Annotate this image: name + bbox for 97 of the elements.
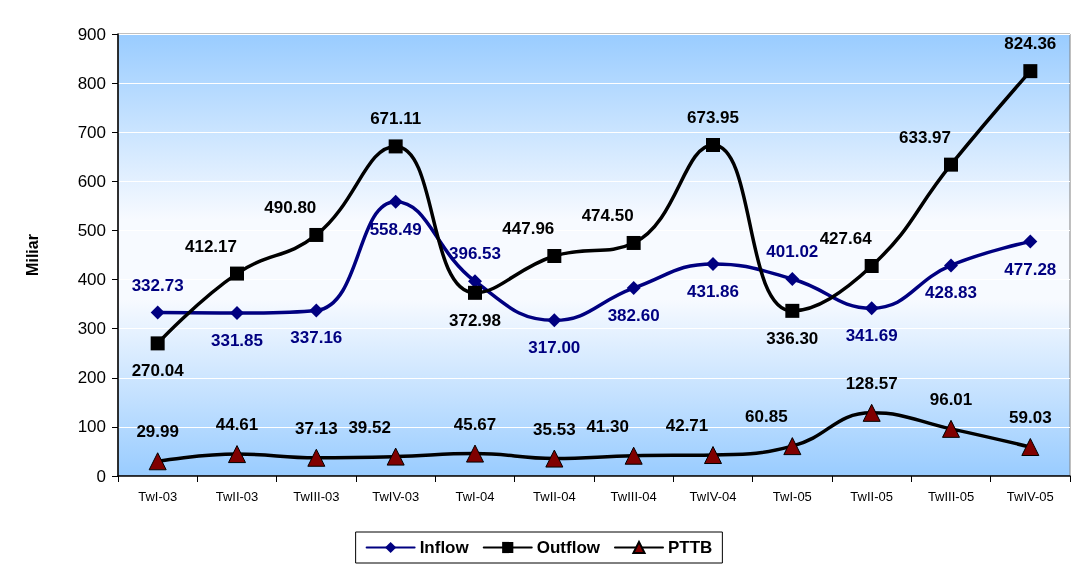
point [309,303,324,318]
x-tick-label: TwI-05 [772,489,812,504]
y-tick-label: 500 [77,220,106,240]
point [785,303,800,318]
point [862,403,881,422]
data-label: 59.03 [1009,408,1052,428]
point [309,227,324,242]
point [150,305,165,320]
data-label: 447.96 [502,219,555,238]
data-label: 490.80 [264,197,317,217]
x-tick-label: TwII-03 [215,489,259,504]
data-label: 824.36 [1004,34,1057,54]
x-tick-label: TwII-04 [533,489,576,504]
point [626,281,641,296]
data-label: 474.50 [581,205,634,225]
x-tick-label: TwIII-03 [293,489,340,504]
point [864,258,879,273]
y-tick-label: 900 [77,24,106,44]
legend-label: Inflow [419,538,470,557]
data-label: 60.85 [745,407,788,427]
point [386,447,405,466]
y-tick-label: 400 [77,270,106,290]
y-tick-label: 600 [77,171,106,191]
legend-label: Outflow [536,538,601,557]
x-tick-label: TwI-03 [138,489,178,504]
point [944,258,958,273]
y-tick-label: 200 [77,368,106,388]
data-label: 558.49 [369,219,422,239]
x-tick-label: TwIII-04 [610,489,657,504]
x-tick-label: TwIV-04 [689,489,737,504]
data-label: 431.86 [687,281,739,301]
data-label: 29.99 [136,422,179,442]
point [944,157,958,172]
data-label: 270.04 [131,361,185,381]
data-label: 428.83 [925,283,977,303]
point [785,272,800,287]
data-label: 477.28 [1004,259,1057,279]
data-label: 382.60 [607,306,660,326]
x-tick-label: TwIV-05 [1006,489,1054,504]
point [148,452,167,471]
data-label: 671.11 [370,109,422,129]
point [307,448,326,467]
data-label: 331.85 [211,331,263,351]
point [1023,64,1038,79]
y-tick-label: 700 [77,122,106,142]
data-label: 41.30 [586,416,629,436]
data-label: 396.53 [449,244,501,264]
point [468,285,482,300]
data-label: 372.98 [449,310,501,330]
x-tick-label: TwII-05 [850,489,893,504]
data-label: 96.01 [929,389,973,409]
point [150,336,165,351]
point [626,235,641,250]
y-tick-label: 800 [77,73,106,93]
point [230,306,244,321]
point [230,266,244,281]
point [388,194,403,209]
data-label: 42.71 [665,416,709,436]
point [547,313,562,328]
data-label: 39.52 [348,417,391,437]
data-label: 45.67 [453,414,497,434]
point [1023,234,1038,249]
data-label: 427.64 [819,228,873,248]
data-label: 337.16 [290,328,343,348]
point [545,449,564,468]
point [228,445,246,464]
data-label: 401.02 [766,242,819,262]
y-tick-label: 0 [96,466,106,486]
data-label: 317.00 [528,338,581,358]
point [624,446,643,465]
legend-label: PTTB [667,538,713,557]
point [706,256,720,271]
data-label: 44.61 [215,415,259,435]
point [547,249,562,263]
data-label: 128.57 [845,373,898,393]
y-tick-label: 300 [77,319,106,339]
data-label: 336.30 [766,328,819,348]
point [706,138,720,153]
y-axis-title: Miliar [23,234,41,276]
point [942,419,960,438]
data-label: 37.13 [295,418,338,438]
data-label: 341.69 [845,326,898,346]
data-label: 412.17 [185,236,237,256]
data-label: 332.73 [131,275,184,295]
point [388,139,403,154]
x-tick-label: TwIII-05 [927,489,975,504]
point [1021,438,1040,457]
point [783,437,802,456]
point [704,446,722,465]
x-tick-label: TwIV-03 [372,489,420,504]
y-tick-label: 100 [77,417,106,437]
point [864,301,879,316]
data-label: 633.97 [899,127,951,147]
data-label: 673.95 [687,108,739,128]
point [466,444,484,463]
data-label: 35.53 [533,419,576,439]
x-tick-label: TwI-04 [455,489,495,504]
